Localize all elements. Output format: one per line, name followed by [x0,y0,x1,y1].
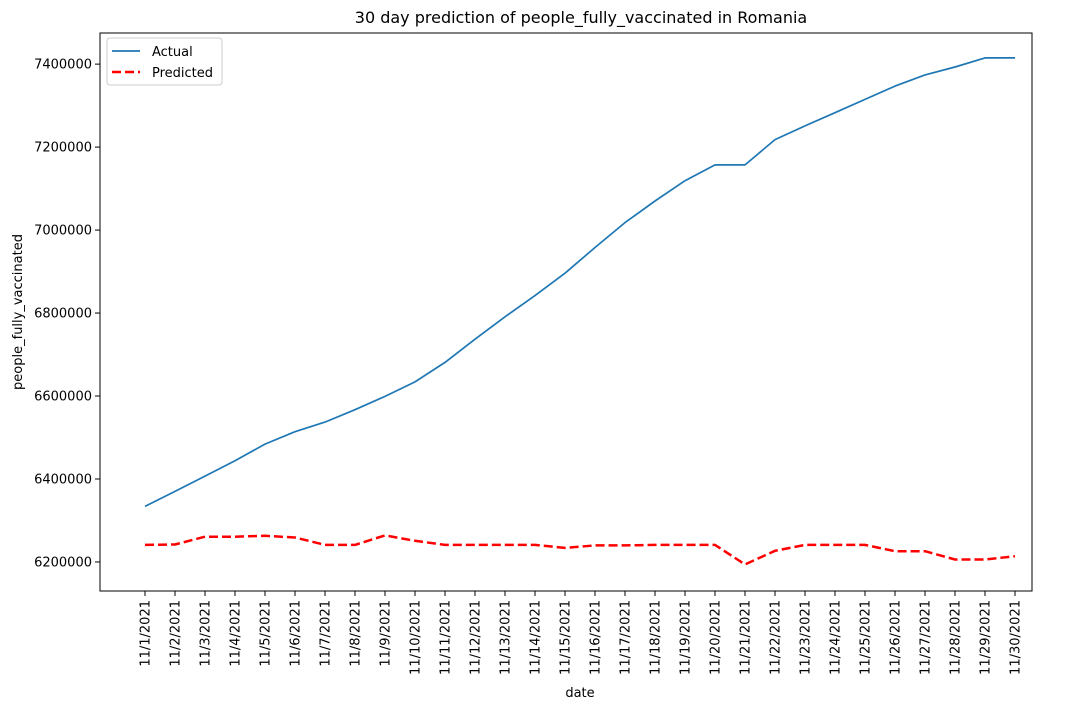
x-axis-label: date [565,686,594,701]
x-tick-label: 11/9/2021 [379,600,394,667]
x-tick-label: 11/3/2021 [199,600,214,667]
series-line-predicted [144,534,1016,566]
x-tick-label: 11/16/2021 [589,600,604,675]
y-axis: 6200000 6400000 6600000 6800000 7000000 72000… [34,58,100,570]
x-tick-label: 11/24/2021 [829,600,844,675]
x-tick-label: 11/22/2021 [769,600,784,675]
y-tick-label: 6400000 [34,472,92,487]
x-tick-label: 11/7/2021 [319,600,334,667]
x-tick-label: 11/6/2021 [289,600,304,667]
x-tick-label: 11/21/2021 [739,600,754,675]
x-tick-label: 11/10/2021 [409,600,424,675]
x-tick-label: 11/15/2021 [559,600,574,675]
x-tick-label: 11/18/2021 [649,600,664,675]
x-tick-label: 11/4/2021 [229,600,244,667]
x-tick-label: 11/30/2021 [1009,600,1024,675]
x-tick-label: 11/25/2021 [859,600,874,675]
x-tick-label: 11/5/2021 [259,600,274,667]
legend: Actual Predicted [106,37,223,86]
x-tick-label: 11/14/2021 [529,600,544,675]
x-tick-label: 11/19/2021 [679,600,694,675]
x-tick-label: 11/13/2021 [499,600,514,675]
legend-label-predicted: Predicted [152,66,213,81]
y-tick-label: 6200000 [34,555,92,570]
x-tick-label: 11/27/2021 [919,600,934,675]
legend-label-actual: Actual [152,45,193,60]
y-tick-label: 7400000 [34,58,92,73]
x-tick-label: 11/17/2021 [619,600,634,675]
series-lines [144,57,1016,566]
series-line-actual [144,57,1015,508]
x-tick-label: 11/29/2021 [979,600,994,675]
y-tick-label: 6800000 [34,307,92,322]
x-tick-label: 11/8/2021 [349,600,364,667]
y-tick-label: 7200000 [34,141,92,156]
x-tick-label: 11/1/2021 [139,600,154,667]
x-tick-label: 11/2/2021 [169,600,184,667]
x-tick-label: 11/26/2021 [889,600,904,675]
x-tick-label: 11/11/2021 [439,600,454,675]
plot-area [99,32,1033,592]
y-tick-label: 7000000 [34,224,92,239]
x-axis: 11/1/2021 11/2/2021 11/3/2021 11/4/2021 11/5… [139,591,1024,675]
x-tick-label: 11/23/2021 [799,600,814,675]
x-tick-label: 11/28/2021 [949,600,964,675]
y-tick-label: 6600000 [34,390,92,405]
x-tick-label: 11/20/2021 [709,600,724,675]
legend-box [106,37,223,86]
x-tick-label: 11/12/2021 [469,600,484,675]
y-axis-label: people_fully_vaccinated [11,234,26,390]
chart-title: 30 day prediction of people_fully_vaccin… [355,8,807,28]
